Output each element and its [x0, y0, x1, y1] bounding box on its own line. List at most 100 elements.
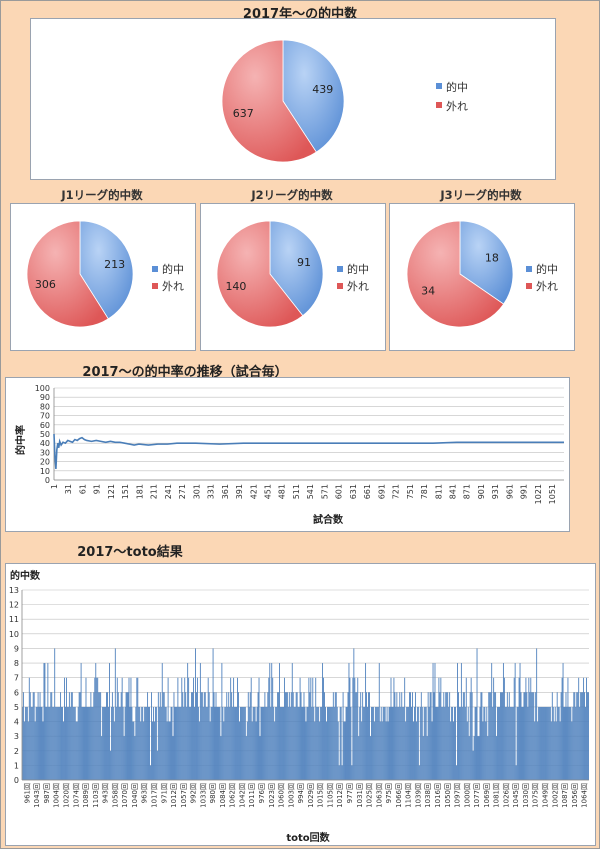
line-x-tick-label: 31 — [64, 484, 73, 494]
bar — [84, 706, 86, 780]
bar — [419, 706, 421, 780]
bar — [186, 706, 188, 780]
bar-x-tick-label: 975回 — [385, 783, 393, 803]
bar — [170, 706, 172, 780]
bar — [45, 706, 47, 780]
bar — [179, 706, 181, 780]
bar — [436, 706, 438, 780]
bar — [531, 692, 533, 780]
bar — [239, 721, 240, 780]
bar — [334, 692, 336, 780]
bar — [270, 706, 272, 780]
bar — [144, 706, 146, 780]
bar — [559, 721, 561, 780]
bar — [355, 692, 357, 780]
bar — [175, 706, 177, 780]
bar — [520, 692, 522, 780]
bar — [494, 692, 496, 780]
bar — [320, 706, 322, 780]
bar — [218, 706, 220, 780]
bar — [341, 765, 343, 780]
bar — [277, 692, 279, 780]
bar — [119, 706, 121, 780]
bar-x-tick-label: 994回 — [297, 783, 305, 803]
bar — [131, 706, 133, 780]
bar — [573, 692, 575, 780]
bar — [129, 706, 131, 780]
bar — [315, 677, 317, 780]
bar — [191, 692, 193, 780]
bar — [522, 706, 524, 780]
bar — [90, 692, 92, 780]
bar — [405, 721, 407, 780]
bar — [33, 692, 35, 780]
bar — [489, 692, 491, 780]
bar — [316, 706, 318, 780]
bar — [232, 706, 234, 780]
bar — [300, 692, 302, 780]
bar — [409, 692, 411, 780]
bar — [123, 736, 125, 780]
bar-y-tick-label: 5 — [14, 703, 19, 712]
bar — [399, 692, 401, 780]
bar — [553, 721, 555, 780]
bar — [426, 736, 428, 780]
bar — [448, 706, 450, 780]
bar — [358, 736, 360, 780]
bar — [327, 706, 329, 780]
bar — [540, 706, 542, 780]
bar — [496, 736, 498, 780]
bar — [378, 663, 380, 780]
bar — [282, 706, 283, 780]
bar — [207, 677, 209, 780]
bar — [65, 706, 66, 780]
bar — [163, 692, 165, 780]
bar — [435, 706, 437, 780]
bar — [156, 750, 158, 780]
bar — [527, 706, 529, 780]
legend-hit-swatch — [337, 266, 343, 272]
line-x-tick-label: 511 — [292, 484, 301, 499]
pie-slice-miss — [406, 220, 505, 328]
line-x-tick-label: 151 — [121, 484, 130, 499]
bar-x-tick-label: 1026回 — [502, 783, 510, 808]
bar — [233, 677, 235, 780]
bar-chart-title: 2017～toto結果 — [77, 545, 183, 560]
line-x-tick-label: 601 — [335, 484, 344, 499]
bar — [34, 721, 36, 780]
bar — [389, 706, 391, 780]
bar — [524, 692, 526, 780]
line-x-tick-label: 661 — [363, 484, 372, 499]
bar — [240, 706, 241, 780]
bar — [503, 677, 505, 780]
line-x-tick-label: 781 — [420, 484, 429, 499]
bar — [457, 663, 458, 780]
bar — [570, 706, 572, 780]
bar — [89, 706, 91, 780]
line-y-tick-label: 30 — [40, 448, 50, 457]
bar — [247, 692, 249, 780]
bar — [234, 706, 236, 780]
bar — [95, 663, 97, 780]
bar — [109, 663, 110, 780]
bar — [249, 692, 251, 780]
bar — [273, 706, 275, 780]
bar — [349, 677, 351, 780]
line-x-tick-label: 871 — [463, 484, 472, 499]
bar — [260, 706, 262, 780]
bar-x-tick-label: 1081回 — [493, 783, 501, 808]
bar — [198, 721, 200, 780]
bar — [361, 721, 363, 780]
bar — [433, 692, 435, 780]
bar-x-tick-label: 992回 — [190, 783, 198, 803]
line-y-tick-label: 40 — [40, 439, 50, 448]
bar — [53, 706, 55, 780]
j3-pie-panel: 18 34 的中 外れ — [389, 203, 575, 351]
bar — [321, 706, 323, 780]
bar-x-tick-label: 1025回 — [366, 783, 374, 808]
bar — [145, 706, 147, 780]
j3-pie-chart: 18 34 的中 外れ — [406, 220, 558, 328]
bar — [446, 692, 448, 780]
bar — [424, 706, 426, 780]
bar — [177, 677, 179, 780]
